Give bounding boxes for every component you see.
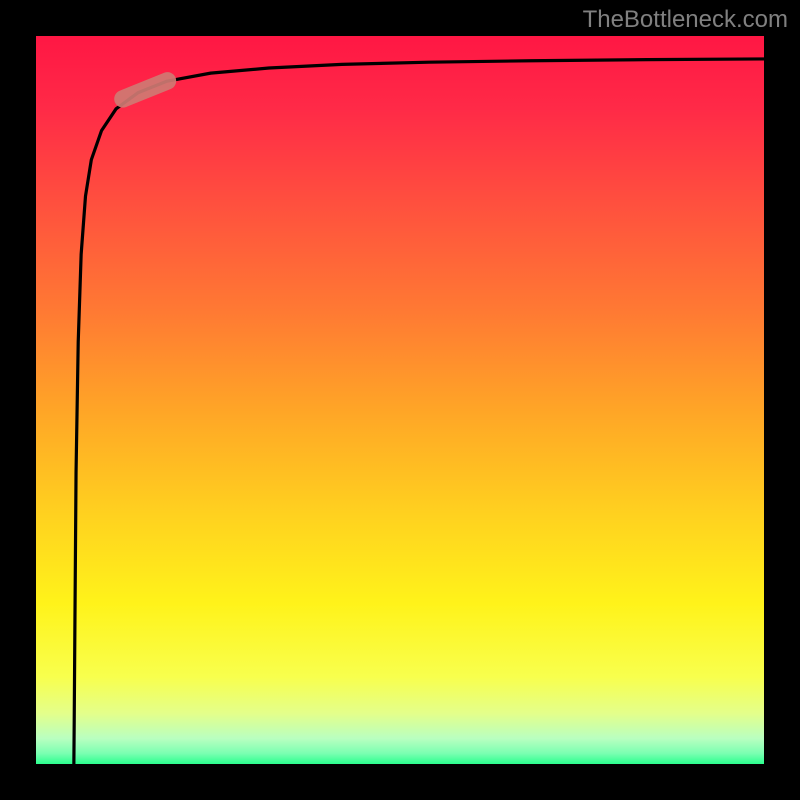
chart-container: TheBottleneck.com [0, 0, 800, 800]
plot-gradient-area [36, 36, 764, 764]
bottleneck-chart [0, 0, 800, 800]
watermark-text: TheBottleneck.com [583, 6, 788, 34]
